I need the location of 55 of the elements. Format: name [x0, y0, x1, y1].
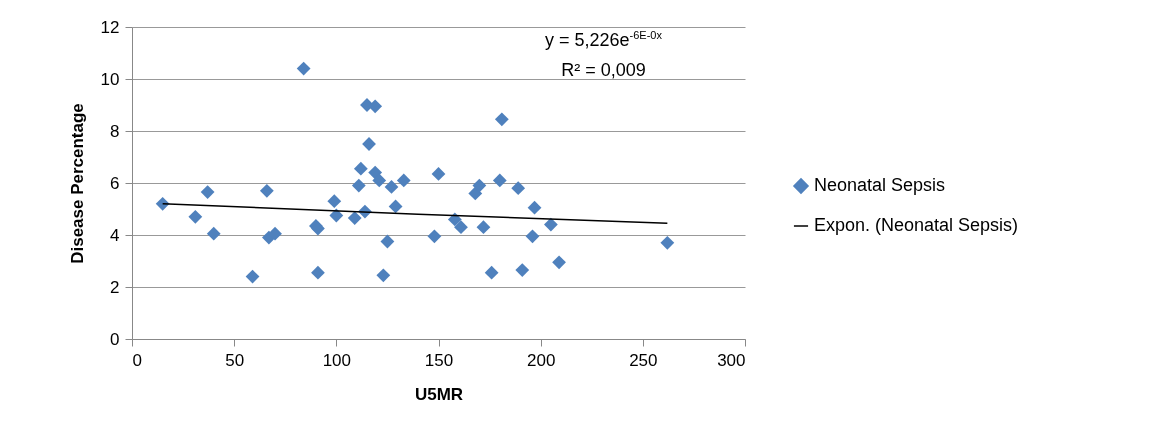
legend-label: Neonatal Sepsis — [814, 175, 946, 195]
y-tick-label: 4 — [110, 225, 120, 245]
point — [347, 211, 362, 225]
x-axis-title: U5MR — [414, 384, 464, 404]
point — [552, 255, 566, 270]
point — [492, 173, 507, 188]
point — [396, 173, 411, 188]
x-tick-label: 100 — [322, 350, 352, 370]
y-axis-title: Disease Percentage — [67, 103, 87, 264]
y-tick-label: 0 — [110, 329, 120, 349]
point — [329, 208, 344, 223]
point — [447, 212, 462, 227]
point — [515, 263, 530, 277]
point — [268, 226, 282, 241]
y-tick-label: 2 — [110, 277, 120, 297]
point — [200, 185, 215, 199]
x-tick-label: 300 — [717, 350, 746, 370]
point — [454, 220, 468, 235]
y-tick-label: 8 — [110, 121, 120, 141]
point — [259, 183, 274, 198]
point — [660, 235, 675, 250]
point — [511, 181, 526, 196]
point — [476, 220, 491, 235]
x-tick-label: 250 — [629, 350, 658, 370]
x-tick-label: 50 — [225, 350, 245, 370]
point — [368, 99, 383, 114]
point — [384, 180, 399, 194]
point — [494, 112, 509, 127]
point — [327, 194, 342, 209]
y-tick-label: 12 — [100, 17, 120, 37]
point — [427, 229, 442, 244]
annotation: y = 5,226e$^{-6E-0x}$ — [545, 28, 662, 52]
annotation: R² = 0,009 — [560, 59, 647, 82]
point — [527, 200, 542, 215]
point — [525, 229, 540, 244]
x-tick-label: 200 — [526, 350, 556, 370]
point — [376, 268, 391, 283]
x-tick-label: 0 — [132, 350, 142, 370]
point — [351, 178, 366, 193]
y-tick-label: 6 — [110, 173, 120, 193]
point — [431, 167, 446, 181]
point — [206, 226, 221, 241]
point — [296, 61, 311, 76]
x-tick-label: 150 — [424, 350, 454, 370]
point — [472, 178, 487, 193]
legend-label: Expon. (Neonatal Sepsis) — [814, 215, 1019, 235]
point — [311, 265, 325, 280]
point — [188, 209, 203, 224]
y-tick-label: 10 — [100, 69, 120, 89]
point — [484, 265, 499, 280]
point — [543, 217, 558, 232]
point — [353, 161, 368, 176]
point — [372, 173, 387, 188]
point — [245, 269, 260, 284]
point — [388, 199, 403, 214]
